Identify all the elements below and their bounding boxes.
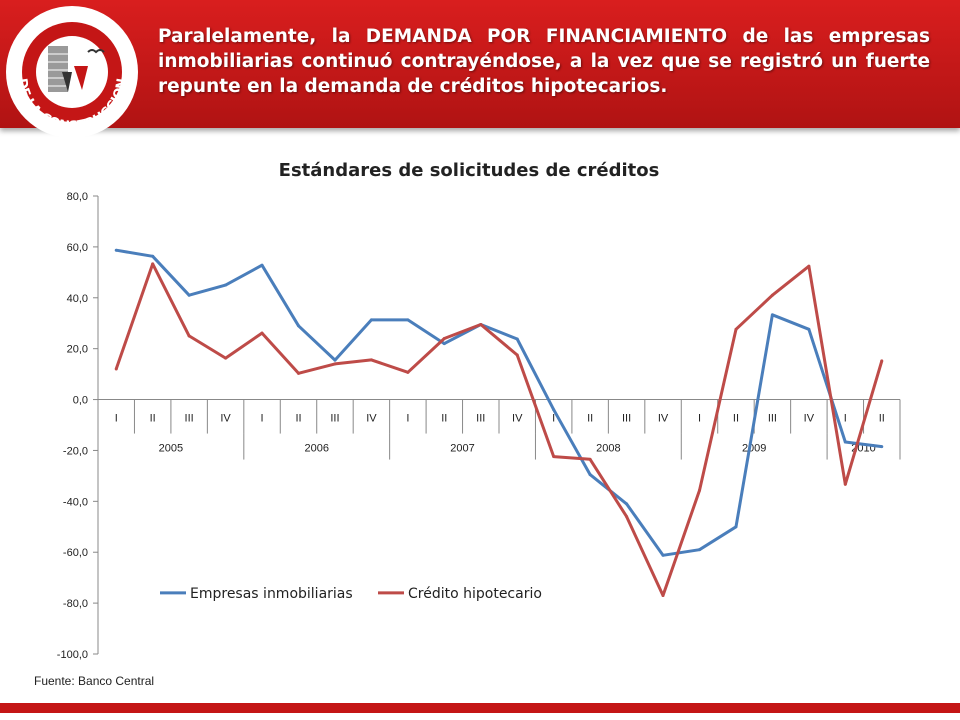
series-2-point <box>698 488 701 492</box>
x-tick-label: I <box>115 413 118 425</box>
series-1-point <box>880 445 884 449</box>
x-tick-label: IV <box>220 413 231 425</box>
x-tick-label: III <box>476 413 485 425</box>
x-tick-label: IV <box>366 413 377 425</box>
series-2-point <box>297 371 300 375</box>
series-1-point <box>552 408 556 412</box>
series-1-point <box>406 318 410 322</box>
series-2-point <box>442 336 446 340</box>
series-1-point <box>151 254 155 258</box>
series-line-1 <box>115 248 882 557</box>
series-line-2 <box>114 262 884 597</box>
source-note: Fuente: Banco Central <box>34 674 155 688</box>
series-1-point <box>625 502 629 506</box>
x-tick-label: II <box>150 413 156 425</box>
y-tick-label: -20,0 <box>63 445 88 457</box>
x-tick-label: II <box>295 413 301 425</box>
series-1-point <box>260 263 264 267</box>
y-tick-label: -100,0 <box>57 649 88 661</box>
series-1-point <box>588 473 592 477</box>
series-2-point <box>515 353 519 357</box>
series-1-point <box>369 318 373 322</box>
y-tick-label: -60,0 <box>63 547 88 559</box>
x-tick-label: IV <box>658 413 669 425</box>
series-2-point <box>807 264 811 268</box>
y-tick-label: 20,0 <box>67 344 88 356</box>
year-label: 2007 <box>450 443 474 455</box>
x-tick-label: I <box>261 413 264 425</box>
y-tick-label: 0,0 <box>73 395 88 407</box>
x-tick-label: III <box>185 413 194 425</box>
series-2-point <box>224 356 228 360</box>
series-1-point <box>661 553 665 557</box>
x-tick-label: I <box>406 413 409 425</box>
series-1-point <box>807 327 811 331</box>
x-tick-label: IV <box>512 413 523 425</box>
series-2-point <box>552 455 556 459</box>
camara-chilena-logo: CAMARA CHILENA DE LA CONSTRUCCION <box>6 6 138 138</box>
series-1-point <box>442 342 446 346</box>
series-2-point <box>770 293 774 297</box>
series-2-point <box>880 359 884 363</box>
x-tick-label: I <box>698 413 701 425</box>
x-tick-label: III <box>330 413 339 425</box>
series-2-point <box>661 593 665 597</box>
line-chart: Estándares de solicitudes de créditos -10… <box>57 160 901 661</box>
x-tick-label: I <box>552 413 555 425</box>
series-1-point <box>843 440 847 444</box>
series-1-point <box>114 248 118 252</box>
x-tick-label: II <box>733 413 739 425</box>
headline-text: Paralelamente, la DEMANDA POR FINANCIAMI… <box>158 26 930 97</box>
series-1-point <box>224 283 228 287</box>
y-tick-label: 60,0 <box>67 242 88 254</box>
y-tick-label: 80,0 <box>67 191 88 203</box>
series-2-point <box>479 322 483 326</box>
legend-label-2: Crédito hipotecario <box>408 586 542 602</box>
series-2-point <box>734 327 738 331</box>
x-tick-label: IV <box>804 413 815 425</box>
x-tick-label: II <box>879 413 885 425</box>
x-tick-label: III <box>768 413 777 425</box>
x-tick-label: II <box>587 413 593 425</box>
footer-bar <box>0 703 960 713</box>
series-2-point <box>114 367 118 371</box>
series-1-point <box>770 313 774 317</box>
series-2-point <box>151 262 155 266</box>
series-1-point <box>187 293 191 297</box>
year-label: 2005 <box>159 443 183 455</box>
series-2-point <box>260 331 264 335</box>
series-2-point <box>187 334 191 338</box>
y-tick-label: -80,0 <box>63 598 88 610</box>
series-1-point <box>698 548 701 552</box>
series-2-point <box>333 362 337 366</box>
series-1-point <box>333 358 337 362</box>
series-1-point <box>734 525 738 529</box>
year-label: 2008 <box>596 443 620 455</box>
y-tick-label: -40,0 <box>63 496 88 508</box>
series-2-point <box>625 515 629 519</box>
header-banner: CAMARA CHILENA DE LA CONSTRUCCION Parale… <box>0 0 960 138</box>
year-label: 2009 <box>742 443 766 455</box>
series-1-point <box>297 324 300 328</box>
series-2-point <box>406 370 410 374</box>
series-2-point <box>588 457 592 461</box>
chart-title: Estándares de solicitudes de créditos <box>279 160 660 181</box>
series-2-point <box>369 358 373 362</box>
x-tick-label: I <box>844 413 847 425</box>
series-1-point <box>515 337 519 341</box>
legend-label-1: Empresas inmobiliarias <box>190 586 353 602</box>
x-tick-label: III <box>622 413 631 425</box>
footer-strip <box>0 713 960 720</box>
y-tick-label: 40,0 <box>67 293 88 305</box>
x-tick-label: II <box>441 413 447 425</box>
series-2-point <box>843 482 847 486</box>
year-label: 2006 <box>304 443 328 455</box>
